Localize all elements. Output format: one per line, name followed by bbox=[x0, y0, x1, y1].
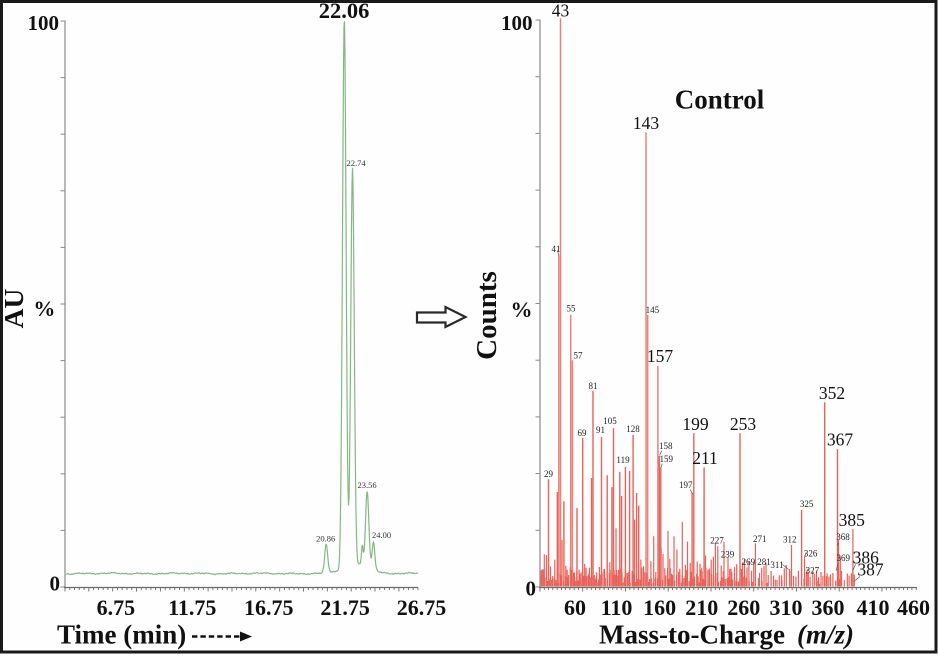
svg-text:26.75: 26.75 bbox=[397, 595, 447, 620]
svg-text:369: 369 bbox=[837, 553, 851, 563]
svg-text:60: 60 bbox=[564, 595, 586, 620]
svg-text:29: 29 bbox=[544, 469, 554, 479]
svg-text:368: 368 bbox=[836, 532, 850, 542]
svg-text:22.06: 22.06 bbox=[319, 0, 370, 23]
svg-text:AU: AU bbox=[0, 289, 29, 329]
svg-text:57: 57 bbox=[574, 351, 584, 361]
svg-text:11.75: 11.75 bbox=[168, 595, 216, 620]
svg-text:386: 386 bbox=[853, 548, 880, 568]
svg-text:110: 110 bbox=[601, 595, 633, 620]
svg-text:197: 197 bbox=[679, 480, 693, 490]
svg-text:387: 387 bbox=[857, 560, 884, 580]
svg-text:269: 269 bbox=[742, 557, 756, 567]
svg-text:157: 157 bbox=[647, 346, 674, 366]
svg-text:0: 0 bbox=[526, 577, 537, 601]
svg-text:312: 312 bbox=[783, 535, 797, 545]
svg-text:6.75: 6.75 bbox=[97, 595, 136, 620]
svg-text:239: 239 bbox=[721, 550, 735, 560]
svg-text:55: 55 bbox=[567, 304, 577, 314]
svg-text:367: 367 bbox=[827, 430, 854, 450]
svg-text:24.00: 24.00 bbox=[372, 530, 391, 540]
svg-text:271: 271 bbox=[753, 534, 767, 544]
svg-text:41: 41 bbox=[552, 244, 561, 254]
svg-text:145: 145 bbox=[646, 305, 660, 315]
svg-text:22.74: 22.74 bbox=[346, 158, 366, 168]
svg-text:160: 160 bbox=[643, 595, 676, 620]
svg-text:325: 325 bbox=[800, 499, 814, 509]
svg-text:159: 159 bbox=[659, 454, 673, 464]
svg-text:211: 211 bbox=[692, 448, 718, 468]
svg-text:20.86: 20.86 bbox=[316, 534, 335, 544]
svg-text:327: 327 bbox=[806, 565, 820, 575]
svg-text:326: 326 bbox=[804, 549, 818, 559]
svg-text:100: 100 bbox=[501, 11, 533, 35]
svg-text:410: 410 bbox=[857, 595, 890, 620]
svg-text:199: 199 bbox=[682, 414, 709, 434]
svg-text:%: % bbox=[511, 297, 533, 322]
svg-text:311: 311 bbox=[770, 560, 783, 570]
svg-text:16.75: 16.75 bbox=[244, 595, 294, 620]
svg-text:Control: Control bbox=[675, 85, 765, 115]
svg-text:143: 143 bbox=[633, 113, 660, 133]
svg-text:91: 91 bbox=[596, 425, 605, 435]
svg-text:23.56: 23.56 bbox=[357, 480, 376, 490]
svg-text:Time (min): Time (min) bbox=[57, 620, 186, 650]
svg-text:Counts: Counts bbox=[471, 271, 503, 360]
svg-text:360: 360 bbox=[812, 595, 845, 620]
svg-text:43: 43 bbox=[552, 1, 570, 21]
svg-text:119: 119 bbox=[616, 455, 630, 465]
svg-text:128: 128 bbox=[626, 424, 640, 434]
svg-text:21.75: 21.75 bbox=[320, 595, 370, 620]
svg-text:227: 227 bbox=[710, 536, 724, 546]
svg-text:310: 310 bbox=[770, 595, 803, 620]
svg-text:(m/z): (m/z) bbox=[797, 620, 854, 650]
svg-text:352: 352 bbox=[819, 383, 845, 403]
svg-text:210: 210 bbox=[685, 595, 718, 620]
svg-text:158: 158 bbox=[659, 441, 673, 451]
svg-text:281: 281 bbox=[757, 557, 771, 567]
svg-text:100: 100 bbox=[28, 11, 60, 35]
svg-text:0: 0 bbox=[50, 572, 61, 596]
svg-text:105: 105 bbox=[603, 416, 617, 426]
svg-text:253: 253 bbox=[730, 414, 757, 434]
svg-text:69: 69 bbox=[578, 428, 588, 438]
svg-text:385: 385 bbox=[839, 510, 866, 530]
svg-text:260: 260 bbox=[727, 595, 760, 620]
svg-text:81: 81 bbox=[589, 381, 598, 391]
svg-text:Mass-to-Charge: Mass-to-Charge bbox=[599, 620, 785, 650]
svg-text:460: 460 bbox=[897, 595, 930, 620]
svg-text:%: % bbox=[33, 296, 55, 321]
